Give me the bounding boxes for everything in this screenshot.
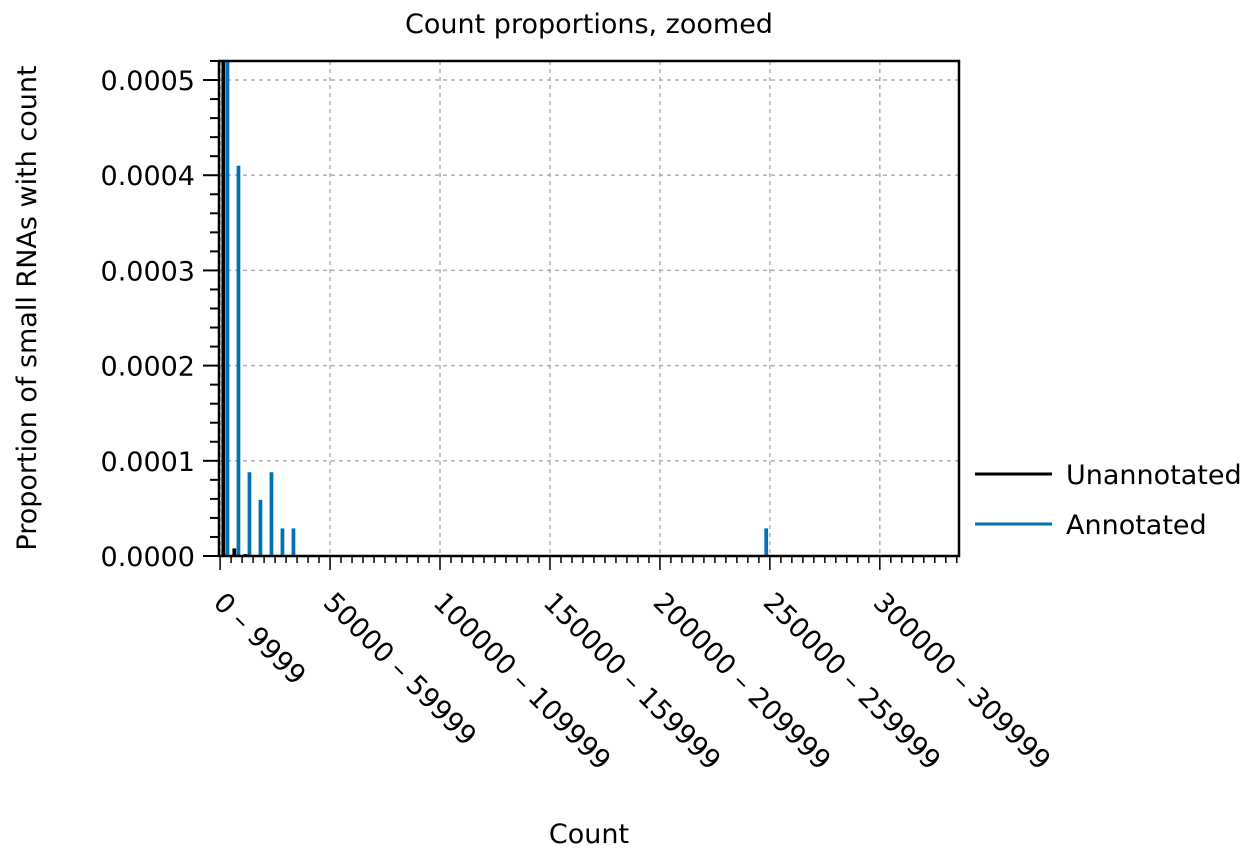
- bar-annotated: [236, 165, 241, 556]
- x-axis-label: Count: [549, 819, 629, 848]
- grid-lines: [219, 61, 959, 557]
- y-tick-label: 0.0002: [101, 352, 195, 383]
- y-tick-label: 0.0004: [101, 161, 195, 192]
- bar-annotated: [225, 61, 230, 556]
- bar-annotated: [269, 472, 274, 556]
- y-tick-label: 0.0005: [101, 66, 195, 97]
- bar-unannotated: [221, 61, 226, 556]
- bar-annotated: [247, 472, 252, 556]
- chart-title: Count proportions, zoomed: [405, 9, 773, 40]
- legend: Unannotated Annotated: [975, 460, 1242, 541]
- y-axis: 0.0000 0.0001 0.0002 0.0003 0.0004 0.0005: [101, 60, 219, 573]
- bar-annotated: [764, 528, 769, 556]
- y-tick-label: 0.0003: [101, 256, 195, 287]
- x-tick-label: 0 – 9999: [207, 587, 311, 691]
- bar-annotated: [258, 499, 263, 556]
- bar-annotated: [280, 528, 285, 556]
- legend-label-annotated: Annotated: [1066, 510, 1207, 541]
- legend-label-unannotated: Unannotated: [1066, 460, 1242, 491]
- bar-annotated: [291, 528, 296, 556]
- bars: [221, 61, 769, 556]
- bar-unannotated: [232, 548, 237, 556]
- y-axis-label: Proportion of small RNAs with count: [12, 65, 43, 550]
- x-tick-label: 300000 – 309999: [867, 587, 1056, 776]
- y-tick-label: 0.0001: [101, 447, 195, 478]
- y-tick-label: 0.0000: [101, 542, 195, 573]
